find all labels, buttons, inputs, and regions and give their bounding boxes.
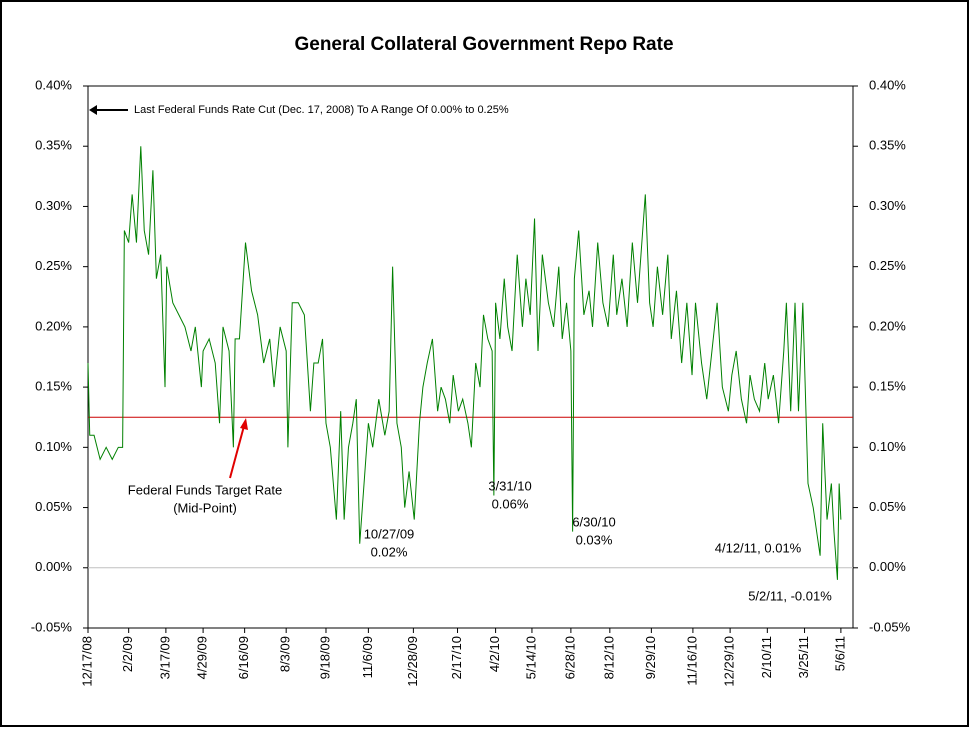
y2-tick-label: 0.15%	[869, 379, 906, 394]
y2-tick-label: 0.35%	[869, 138, 906, 153]
x-tick-label: 5/6/11	[832, 636, 847, 671]
y2-tick-label: 0.20%	[869, 318, 906, 333]
y-tick-label: 0.05%	[35, 499, 72, 514]
y2-tick-label: 0.00%	[869, 559, 906, 574]
annotation: 5/2/11, -0.01%	[748, 588, 832, 603]
x-tick-label: 4/2/10	[487, 636, 502, 672]
x-tick-label: 2/2/09	[120, 636, 135, 672]
x-tick-label: 11/6/09	[360, 636, 375, 678]
line	[87, 146, 842, 580]
x-tick-label: 2/10/11	[759, 636, 774, 678]
y-tick-label: 0.30%	[35, 198, 72, 213]
x-tick-label: 5/14/10	[523, 636, 538, 679]
y2-tick-label: 0.40%	[869, 77, 906, 92]
annotation: 0.02%	[371, 544, 408, 559]
x-tick-label: 4/29/09	[195, 636, 210, 679]
y-tick-label: 0.10%	[35, 439, 72, 454]
x-tick-label: 11/16/10	[684, 636, 699, 686]
x-tick-label: 3/17/09	[157, 636, 172, 679]
x-tick-label: 8/3/09	[278, 636, 293, 672]
annotation: 4/12/11, 0.01%	[715, 540, 802, 555]
y-tick-label: 0.40%	[35, 77, 72, 92]
y2-tick-label: -0.05%	[869, 619, 911, 634]
arrow	[229, 425, 245, 479]
reference-label: Federal Funds Target Rate	[128, 482, 282, 497]
arrow-head	[89, 105, 97, 115]
annotation: 3/31/10	[488, 478, 531, 493]
arrow-head	[240, 418, 248, 430]
y2-tick-label: 0.25%	[869, 258, 906, 273]
y-tick-label: -0.05%	[31, 619, 73, 634]
x-tick-label: 12/17/08	[79, 636, 94, 687]
x-tick-label: 3/25/11	[796, 636, 811, 678]
x-tick-label: 8/12/10	[601, 636, 616, 679]
x-tick-label: 2/17/10	[449, 636, 464, 679]
x-tick-label: 6/16/09	[236, 636, 251, 679]
annotation: 0.03%	[576, 532, 613, 547]
x-tick-label: 9/18/09	[317, 636, 332, 679]
x-tick-label: 6/28/10	[562, 636, 577, 679]
y-tick-label: 0.25%	[35, 258, 72, 273]
x-tick-label: 12/29/10	[722, 636, 737, 687]
plot-area	[87, 85, 854, 629]
annotation: 10/27/09	[364, 526, 415, 541]
y-tick-label: 0.20%	[35, 318, 72, 333]
chart-title: General Collateral Government Repo Rate	[294, 34, 673, 55]
annotation: Last Federal Funds Rate Cut (Dec. 17, 20…	[134, 104, 509, 116]
y2-tick-label: 0.10%	[869, 439, 906, 454]
annotation: 6/30/10	[572, 514, 615, 529]
y-tick-label: 0.35%	[35, 138, 72, 153]
y2-tick-label: 0.05%	[869, 499, 906, 514]
reference-label: (Mid-Point)	[173, 500, 237, 515]
x-tick-label: 9/29/10	[643, 636, 658, 679]
annotation: 0.06%	[492, 496, 529, 511]
y-tick-label: 0.15%	[35, 379, 72, 394]
y2-tick-label: 0.30%	[869, 198, 906, 213]
x-tick-label: 12/28/09	[405, 636, 420, 687]
y-tick-label: 0.00%	[35, 559, 72, 574]
